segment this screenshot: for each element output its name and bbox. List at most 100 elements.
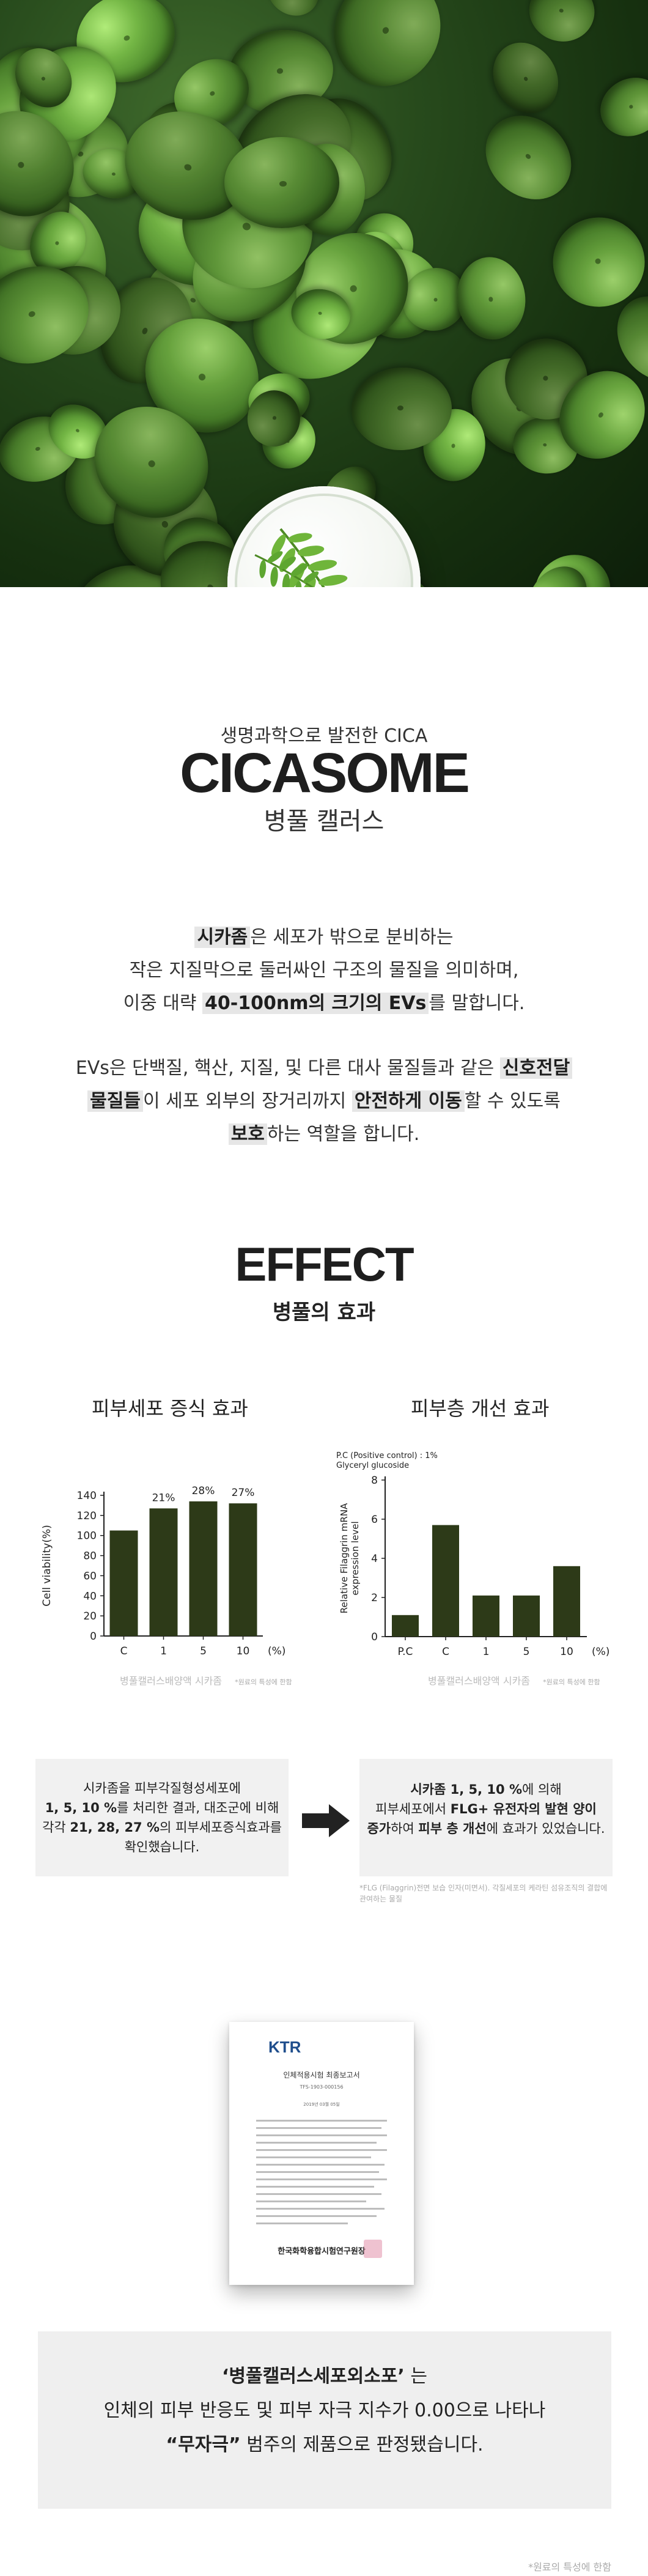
intro1-line3-post: 를 말합니다. [429, 993, 525, 1014]
leaf-shape [480, 30, 571, 125]
leaf-shape [552, 217, 646, 308]
fern-leaf-icon [254, 528, 357, 587]
box1-line2-rest: 를 처리한 결과, 대조군에 비해 [117, 1801, 279, 1815]
brand-title-korean: 병풀 캘러스 [263, 807, 385, 835]
intro-paragraph-1: 시카좀 은 세포가 밖으로 분비하는 작은 지질막으로 둘러싸인 구조의 물질을 … [0, 921, 648, 1020]
box2-line1-bold: 시카좀 1, 5, 10 % [410, 1782, 522, 1797]
bar [189, 1501, 218, 1636]
box1-line4: 확인했습니다. [124, 1840, 200, 1854]
x-tick-label: C [120, 1645, 128, 1657]
y-tick-label: 0 [90, 1630, 97, 1643]
highlight-safe-move: 안전하게 이동 [352, 1090, 465, 1112]
cell-proliferation-chart: 0 20 40 60 80 100 120 140 C 1 21% 5 28% 10 27% (%) Cell … [41, 1485, 285, 1657]
box2-line1-rest: 에 의해 [522, 1782, 562, 1797]
chart1-footer-note: *원료의 특성에 한함 [235, 1678, 292, 1686]
summary-box-skin-layer: 시카좀 1, 5, 10 %에 의해 피부세포에서 FLG+ 유전자의 발현 양… [359, 1759, 613, 1876]
chart1-footer: 병풀캘러스배양액 시카좀 *원료의 특성에 한함 [120, 1673, 292, 1687]
data-label: 27% [232, 1487, 255, 1499]
report-number: TFS-1903-000156 [300, 2084, 344, 2090]
x-unit-label: (%) [268, 1645, 285, 1657]
y-tick-label: 6 [371, 1514, 378, 1526]
intro1-line3-pre: 이중 대략 [123, 993, 203, 1014]
chart2-footer-note: *원료의 특성에 한함 [543, 1678, 600, 1686]
conclusion-line1-rest: 는 [404, 2366, 427, 2387]
conclusion-line3-rest: 범주의 제품으로 판정됐습니다. [240, 2434, 484, 2456]
summary-box-proliferation: 시카좀을 피부각질형성세포에 1, 5, 10 %를 처리한 결과, 대조군에 … [35, 1759, 289, 1876]
petri-dish-image [227, 486, 421, 587]
chart-title-proliferation: 피부세포 증식 효과 [92, 1397, 248, 1420]
footnote-line2: 관여하는 물질 [359, 1895, 403, 1903]
y-axis-label-line2: expression level [350, 1521, 361, 1595]
effect-title: EFFECT [235, 1237, 414, 1291]
bar [473, 1595, 499, 1637]
footnote-line1: *FLG (Filaggrin)전면 보습 인자(미면서). 각질세포의 케라틴… [359, 1884, 608, 1892]
leaf-shape [468, 98, 589, 217]
bar [229, 1503, 257, 1636]
effect-subtitle: 병풀의 효과 [272, 1300, 376, 1325]
arrow-right-icon [302, 1804, 350, 1837]
x-tick-label: 1 [160, 1645, 167, 1657]
bar [513, 1595, 540, 1637]
box2-line2-bold: FLG+ 유전자의 발현 양이 [450, 1802, 597, 1816]
highlight-substances: 물질들 [87, 1090, 143, 1112]
x-tick-label: 5 [200, 1645, 207, 1657]
chart-title-skin-layer: 피부층 개선 효과 [411, 1397, 550, 1420]
leaf-shape [315, 0, 460, 105]
intro-paragraph-2: EVs은 단백질, 핵산, 지질, 및 다른 대사 물질들과 같은 신호전달 물… [0, 1052, 648, 1151]
bar [432, 1525, 459, 1637]
box2-line2-pre: 피부세포에서 [375, 1802, 451, 1816]
report-body-lines [256, 2120, 387, 2230]
x-tick-label: 1 [483, 1646, 490, 1658]
y-tick-label: 140 [77, 1490, 97, 1502]
chart2-footer: 병풀캘러스배양액 시카좀 *원료의 특성에 한함 [428, 1673, 600, 1687]
box2-line3-rest: 에 효과가 있었습니다. [486, 1821, 605, 1836]
data-label: 28% [192, 1485, 215, 1497]
box2-line3-bold1: 증가 [367, 1821, 391, 1836]
x-tick-label: 10 [237, 1645, 250, 1657]
x-tick-label: 5 [523, 1646, 530, 1658]
box1-line3-pre: 각각 [42, 1820, 70, 1835]
bottom-note: *원료의 특성에 한함 [528, 2561, 611, 2573]
data-label: 21% [152, 1492, 175, 1504]
conclusion-box: ‘병풀캘러스세포외소포’ 는 인체의 피부 반응도 및 피부 자극 지수가 0.… [38, 2331, 611, 2509]
y-tick-label: 80 [83, 1550, 97, 1563]
box2-line3-mid: 하여 [391, 1821, 419, 1836]
bar [149, 1508, 178, 1636]
y-tick-label: 4 [371, 1553, 378, 1565]
leaf-shape [523, 0, 601, 48]
conclusion-line1-bold: ‘병풀캘러스세포외소포’ [222, 2366, 405, 2387]
x-unit-label: (%) [592, 1646, 609, 1658]
box2-line3-bold2: 피부 층 개선 [418, 1821, 487, 1836]
y-tick-label: 8 [371, 1475, 378, 1487]
chart-annotation-line1: P.C (Positive control) : 1% [336, 1451, 438, 1460]
filaggrin-expression-chart: 0 2 4 6 8 P.C C 1 5 10 (%) P.C (Positive control) :… [336, 1451, 609, 1658]
y-axis-label-line1: Relative Filaggrin mRNA [339, 1503, 350, 1613]
leaf-shape [590, 67, 648, 147]
intro2-line3-post: 하는 역할을 합니다. [267, 1123, 420, 1145]
test-report-document: KTR 인체적용시험 최종보고서 TFS-1903-000156 2019년 0… [229, 2022, 414, 2285]
y-tick-label: 20 [83, 1610, 97, 1623]
report-organization: 한국화학융합시험연구원장 [278, 2247, 366, 2256]
bar [553, 1566, 580, 1637]
conclusion-line2: 인체의 피부 반응도 및 피부 자극 지수가 0.00으로 나타나 [103, 2400, 546, 2421]
intro2-line2-post: 할 수 있도록 [464, 1090, 561, 1112]
highlight-evs-size: 40-100nm의 크기의 EVs [202, 993, 429, 1014]
brand-title: CICASOME [180, 742, 470, 804]
y-tick-label: 60 [83, 1570, 97, 1582]
y-tick-label: 0 [371, 1631, 378, 1643]
bar [109, 1530, 138, 1636]
bar [392, 1615, 419, 1637]
leaf-shape [256, 0, 330, 26]
report-date: 2019년 03월 05일 [303, 2102, 340, 2107]
conclusion-line3-bold: “무자극” [166, 2434, 241, 2456]
leaf-shape [224, 136, 340, 229]
highlight-protect: 보호 [228, 1123, 267, 1145]
intro2-line1-pre: EVs은 단백질, 핵산, 지질, 및 다른 대사 물질들과 같은 [75, 1057, 500, 1079]
highlight-signal: 신호전달 [499, 1057, 573, 1079]
hero-subtitle: 생명과학으로 발전한 CICA [220, 725, 428, 747]
x-tick-label: C [442, 1646, 449, 1658]
report-title: 인체적용시험 최종보고서 [283, 2071, 360, 2079]
y-tick-label: 40 [83, 1590, 97, 1602]
report-seal-icon [364, 2240, 382, 2258]
box1-line3-rest: 의 피부세포증식효과를 [160, 1820, 282, 1835]
